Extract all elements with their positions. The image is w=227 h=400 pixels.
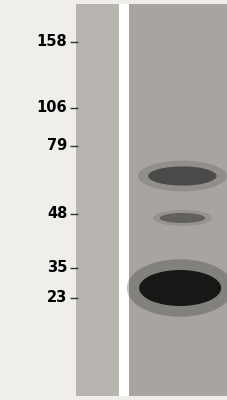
Ellipse shape — [126, 259, 227, 317]
Ellipse shape — [137, 161, 226, 191]
Text: 35: 35 — [47, 260, 67, 276]
Text: 23: 23 — [47, 290, 67, 306]
Bar — [128, 4, 227, 396]
Bar — [118, 4, 128, 396]
Text: 79: 79 — [47, 138, 67, 154]
Text: 158: 158 — [36, 34, 67, 50]
Text: 48: 48 — [47, 206, 67, 222]
Ellipse shape — [152, 210, 211, 226]
Ellipse shape — [148, 166, 216, 186]
Text: 106: 106 — [37, 100, 67, 116]
Ellipse shape — [159, 213, 204, 223]
Bar — [76, 4, 120, 396]
Ellipse shape — [138, 270, 220, 306]
